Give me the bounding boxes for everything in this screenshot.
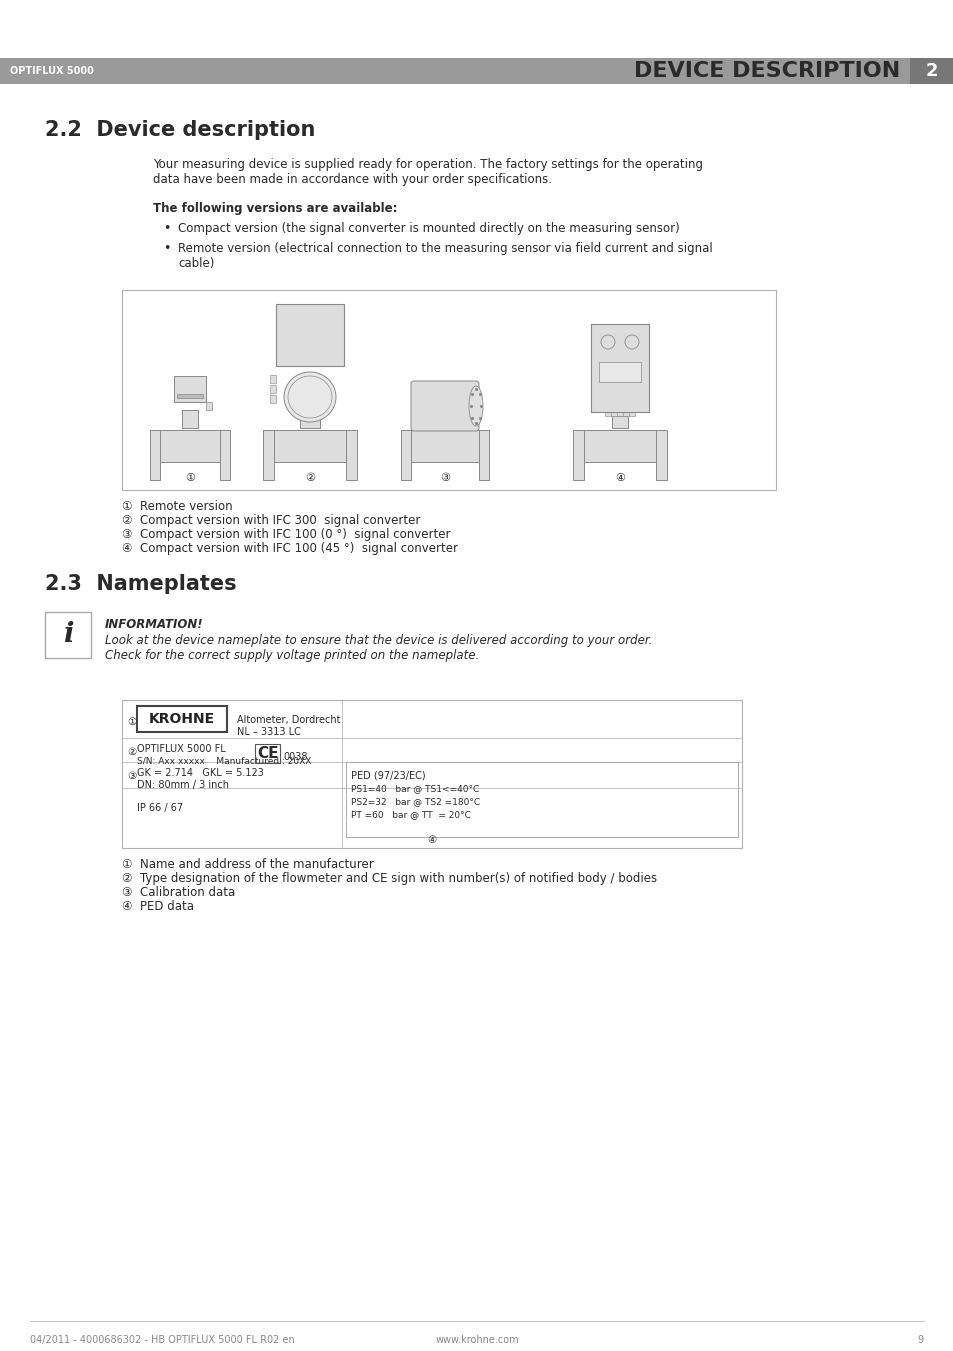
Text: i: i	[63, 621, 73, 648]
Text: ②: ②	[305, 473, 314, 484]
Text: Check for the correct supply voltage printed on the nameplate.: Check for the correct supply voltage pri…	[105, 648, 478, 662]
Text: GK = 2.714   GKL = 5.123: GK = 2.714 GKL = 5.123	[137, 767, 264, 778]
Text: Look at the device nameplate to ensure that the device is delivered according to: Look at the device nameplate to ensure t…	[105, 634, 652, 647]
Bar	[435, 407, 455, 428]
Bar	[590, 324, 648, 412]
Text: ①: ①	[127, 717, 136, 727]
Bar	[598, 362, 640, 382]
Bar	[182, 409, 198, 428]
Text: ④: ④	[615, 473, 624, 484]
Text: Your measuring device is supplied ready for operation. The factory settings for : Your measuring device is supplied ready …	[152, 158, 702, 172]
Text: PS1=40   bar @ TS1<=40°C: PS1=40 bar @ TS1<=40°C	[351, 784, 478, 793]
Bar	[275, 304, 344, 366]
Bar	[622, 404, 628, 416]
Text: Compact version (the signal converter is mounted directly on the measuring senso: Compact version (the signal converter is…	[178, 222, 679, 235]
Text: •: •	[163, 222, 171, 235]
Text: INFORMATION!: INFORMATION!	[105, 617, 203, 631]
Text: 04/2011 - 4000686302 - HB OPTIFLUX 5000 FL R02 en: 04/2011 - 4000686302 - HB OPTIFLUX 5000 …	[30, 1335, 294, 1346]
Bar	[270, 394, 275, 403]
Text: 0038: 0038	[283, 753, 307, 762]
Text: ①  Name and address of the manufacturer: ① Name and address of the manufacturer	[122, 858, 374, 871]
Bar	[206, 403, 212, 409]
Text: KROHNE: KROHNE	[149, 712, 214, 725]
Text: data have been made in accordance with your order specifications.: data have been made in accordance with y…	[152, 173, 552, 186]
Text: ③: ③	[127, 771, 136, 781]
Bar	[150, 430, 160, 480]
Text: IP 66 / 67: IP 66 / 67	[137, 802, 183, 813]
Text: •: •	[163, 242, 171, 255]
Text: ②: ②	[127, 747, 136, 757]
Bar	[274, 430, 346, 462]
Text: www.krohne.com: www.krohne.com	[435, 1335, 518, 1346]
Bar	[173, 376, 206, 403]
Bar	[270, 385, 275, 393]
Text: The following versions are available:: The following versions are available:	[152, 203, 397, 215]
Bar	[263, 430, 274, 480]
Circle shape	[624, 335, 639, 349]
Text: 9: 9	[917, 1335, 923, 1346]
Bar	[617, 404, 622, 416]
Bar	[346, 762, 738, 838]
Bar	[656, 430, 666, 480]
Text: DEVICE DESCRIPTION: DEVICE DESCRIPTION	[633, 61, 899, 81]
Bar	[400, 430, 411, 480]
Text: ④  Compact version with IFC 100 (45 °)  signal converter: ④ Compact version with IFC 100 (45 °) si…	[122, 542, 457, 555]
Bar	[604, 404, 610, 416]
Text: Remote version (electrical connection to the measuring sensor via field current : Remote version (electrical connection to…	[178, 242, 712, 255]
Bar	[270, 376, 275, 382]
Bar	[45, 612, 91, 658]
Text: ③  Compact version with IFC 100 (0 °)  signal converter: ③ Compact version with IFC 100 (0 °) sig…	[122, 528, 450, 540]
Text: ②  Type designation of the flowmeter and CE sign with number(s) of notified body: ② Type designation of the flowmeter and …	[122, 871, 657, 885]
Bar	[177, 394, 203, 399]
Text: Altometer, Dordrecht: Altometer, Dordrecht	[236, 715, 340, 725]
Text: ④: ④	[427, 835, 436, 844]
Text: cable): cable)	[178, 257, 214, 270]
Text: ①  Remote version: ① Remote version	[122, 500, 233, 513]
Bar	[411, 430, 478, 462]
Text: ③  Calibration data: ③ Calibration data	[122, 886, 235, 898]
Text: ①: ①	[185, 473, 194, 484]
Bar	[610, 404, 617, 416]
FancyBboxPatch shape	[411, 381, 478, 431]
Text: OPTIFLUX 5000 FL: OPTIFLUX 5000 FL	[137, 744, 226, 754]
Text: S/N: Axx xxxxx    Manufactured : 20XX: S/N: Axx xxxxx Manufactured : 20XX	[137, 757, 311, 765]
Text: OPTIFLUX 5000: OPTIFLUX 5000	[10, 66, 93, 76]
Text: PS2=32   bar @ TS2 =180°C: PS2=32 bar @ TS2 =180°C	[351, 797, 479, 807]
Text: NL – 3313 LC: NL – 3313 LC	[236, 727, 300, 738]
Bar	[478, 430, 489, 480]
Bar	[583, 430, 656, 462]
Bar	[0, 58, 953, 84]
Text: 2: 2	[924, 62, 937, 80]
Circle shape	[600, 335, 615, 349]
Text: ③: ③	[439, 473, 450, 484]
Bar	[909, 58, 953, 84]
Bar	[346, 430, 356, 480]
Text: PED (97/23/EC): PED (97/23/EC)	[351, 770, 425, 780]
Bar	[628, 404, 635, 416]
Bar	[122, 700, 741, 848]
Bar	[573, 430, 583, 480]
Text: ②  Compact version with IFC 300  signal converter: ② Compact version with IFC 300 signal co…	[122, 513, 420, 527]
Text: ④  PED data: ④ PED data	[122, 900, 193, 913]
Bar	[299, 408, 319, 428]
Bar	[122, 290, 775, 490]
Bar	[612, 416, 627, 428]
Ellipse shape	[284, 372, 335, 422]
Text: 2.3  Nameplates: 2.3 Nameplates	[45, 574, 236, 594]
Bar	[220, 430, 230, 480]
Text: DN: 80mm / 3 inch: DN: 80mm / 3 inch	[137, 780, 229, 790]
Ellipse shape	[469, 386, 482, 426]
Text: 2.2  Device description: 2.2 Device description	[45, 120, 315, 141]
Text: PT =60   bar @ TT  = 20°C: PT =60 bar @ TT = 20°C	[351, 811, 471, 819]
Bar	[160, 430, 220, 462]
Text: CE: CE	[256, 746, 278, 761]
Bar	[137, 707, 227, 732]
